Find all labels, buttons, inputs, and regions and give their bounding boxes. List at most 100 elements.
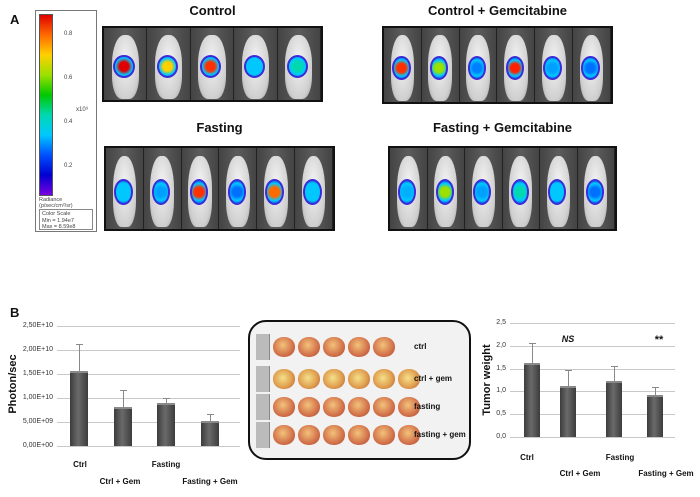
tumor: [273, 425, 295, 445]
tumor: [298, 369, 320, 389]
bioluminescence-signal: [435, 178, 454, 205]
tumor: [348, 397, 370, 417]
tumor-row-label: ctrl + gem: [414, 374, 453, 383]
y-tick-label: 0,5: [496, 410, 506, 418]
gridline: [510, 437, 675, 438]
bar: [114, 406, 132, 446]
tumor-row: [256, 334, 395, 360]
mouse-image: [219, 148, 258, 229]
tumor-row-label: fasting: [414, 402, 441, 411]
bioluminescence-signal: [505, 56, 524, 80]
imaging-strip-fasting: [104, 146, 335, 231]
y-tick-label: 2,0: [496, 341, 506, 349]
mouse-image: [106, 148, 144, 229]
tumor: [348, 369, 370, 389]
y-tick-label: 2,5: [496, 319, 506, 326]
tumor-row: [256, 422, 420, 448]
mouse-image: [257, 148, 296, 229]
mouse-image: [143, 148, 182, 229]
tumor: [273, 397, 295, 417]
ruler: [256, 422, 270, 448]
colorbar-tick: 0.2: [64, 163, 73, 169]
bioluminescence-signal: [189, 178, 209, 205]
bioluminescence-signal: [585, 178, 604, 205]
x-category-label: Fasting: [151, 460, 181, 469]
color-scale-min: Min = 1.94e7: [42, 217, 74, 224]
gridline: [57, 446, 240, 447]
colorbar-gradient: [39, 14, 53, 196]
mouse-image: [295, 148, 333, 229]
tumor-photo: ctrl ctrl + gem fasting fasting + gem: [248, 320, 471, 460]
y-tick-label: 0,0: [496, 433, 506, 440]
bar: [647, 394, 663, 437]
y-tick-label: 1,00E+10: [22, 394, 53, 401]
gridline: [57, 350, 240, 351]
error-bar: [123, 390, 124, 407]
colorbar-label: Radiance: [39, 197, 63, 203]
tumor: [348, 337, 370, 357]
bioluminescence-signal: [265, 178, 284, 205]
bioluminescence-signal: [303, 178, 322, 205]
y-axis-label: Tumor weight: [481, 344, 493, 416]
bar: [157, 403, 175, 446]
tumor: [323, 369, 345, 389]
bioluminescence-signal: [473, 178, 492, 205]
error-bar: [655, 386, 656, 395]
tumor: [398, 397, 420, 417]
bioluminescence-signal: [429, 56, 449, 80]
mouse-image: [535, 28, 574, 102]
bioluminescence-signal: [548, 178, 567, 205]
mouse-image: [465, 148, 503, 229]
error-bar-cap: [120, 390, 127, 392]
error-bar-cap: [565, 369, 572, 371]
tumor: [298, 397, 320, 417]
color-scale-max: Max = 8.59e8: [42, 224, 76, 230]
annotation-ns: NS: [561, 334, 575, 344]
color-scale-title: Color Scale: [42, 211, 71, 217]
x-category-label: Fasting: [605, 453, 635, 462]
y-tick-label: 1,5: [496, 364, 506, 372]
error-bar: [568, 369, 569, 386]
x-category-label: Ctrl: [73, 460, 87, 469]
annotation-significance: **: [654, 334, 664, 346]
tumor: [398, 369, 420, 389]
bar: [201, 420, 219, 446]
x-category-label: Ctrl + Gem: [99, 477, 141, 486]
gridline: [510, 368, 675, 370]
mouse-image: [234, 28, 278, 100]
x-category-label: Ctrl + Gem: [559, 469, 601, 478]
error-bar: [210, 414, 211, 421]
mouse-image: [390, 148, 428, 229]
error-bar-cap: [529, 342, 536, 344]
bioluminescence-signal: [156, 55, 178, 79]
ruler: [256, 394, 270, 420]
mouse-image: [277, 28, 321, 100]
ruler: [256, 334, 270, 360]
gridline: [510, 391, 675, 393]
tumor: [373, 369, 395, 389]
error-bar-cap: [652, 386, 659, 388]
x-category-label: Ctrl: [520, 453, 534, 462]
imaging-strip-fasting-gem: [388, 146, 617, 231]
tumor-row: [256, 394, 420, 420]
error-bar: [79, 343, 80, 371]
gridline: [57, 326, 240, 327]
mouse-image: [573, 28, 611, 102]
x-category-label: Fasting + Gem: [182, 477, 238, 486]
mouse-image: [421, 28, 460, 102]
tumor: [298, 337, 320, 357]
bar: [70, 370, 88, 446]
bioluminescence-signal: [510, 178, 529, 205]
y-tick-label: 2,00E+10: [22, 346, 53, 353]
radiance-colorbar: 0.8 0.6 0.4 0.2 x10⁹ Radiance (p/sec/cm²…: [35, 10, 97, 232]
mouse-image: [384, 28, 422, 102]
bar: [606, 380, 622, 437]
group-title-fasting-gem: Fasting + Gemcitabine: [432, 120, 573, 135]
mouse-image: [181, 148, 220, 229]
error-bar-cap: [611, 366, 618, 368]
tumor: [373, 425, 395, 445]
ruler: [256, 366, 270, 392]
colorbar-label-unit: (p/sec/cm²/sr): [39, 203, 73, 209]
y-tick-label: 1,50E+10: [22, 370, 53, 377]
tumor: [273, 337, 295, 357]
